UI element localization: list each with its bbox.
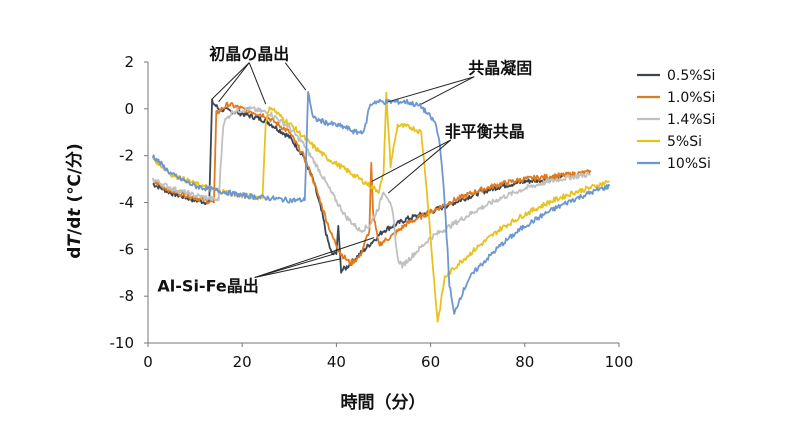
annotation-leader (218, 62, 250, 103)
annotation-label: 非平衡共晶 (445, 122, 525, 141)
annotation-leader (420, 76, 475, 105)
y-axis-title-part: /d (65, 217, 85, 235)
legend-label: 0.5%Si (667, 68, 715, 84)
y-tick-label: 0 (124, 100, 134, 118)
legend-label: 10%Si (667, 156, 711, 172)
y-tick-label: -8 (119, 287, 134, 305)
y-tick-label: -4 (119, 194, 134, 212)
annotation-leader (284, 62, 307, 91)
series-layer (151, 91, 611, 323)
x-tick-label: 0 (143, 353, 153, 371)
annotation-label: 初晶の晶出 (209, 45, 289, 64)
x-tick-label: 60 (421, 353, 440, 371)
annotation-leader (254, 237, 375, 278)
y-tick-label: -2 (119, 147, 134, 165)
x-tick-label: 80 (515, 353, 534, 371)
annotation-leader (387, 139, 452, 194)
series-line (151, 91, 611, 315)
legend: 0.5%Si 1.0%Si 1.4%Si 5%Si 10%Si (637, 68, 715, 172)
annotation-leader (388, 76, 475, 103)
x-axis-title: 時間（分） (341, 392, 426, 413)
annotation-label: 共晶凝固 (468, 59, 532, 78)
y-axis-title-part: d (65, 247, 85, 259)
series-line (152, 101, 592, 267)
x-tick-label: 20 (233, 353, 252, 371)
y-tick-label: -6 (119, 240, 134, 258)
y-axis-title: dT/dt (℃/分) (65, 143, 85, 259)
annotation-label: Al-Si-Fe晶出 (157, 276, 258, 295)
annotation-leader (211, 62, 250, 100)
y-axis-title-part: t (65, 208, 85, 217)
x-tick-label: 40 (327, 353, 346, 371)
y-axis-title-part: T (65, 234, 85, 247)
annotation-leader (254, 258, 342, 278)
y-tick-label: -10 (110, 334, 135, 352)
annotation-leader (371, 139, 451, 182)
x-tick-label: 100 (605, 353, 634, 371)
series-line (151, 105, 591, 269)
y-tick-label: 2 (124, 53, 134, 71)
legend-label: 5%Si (667, 134, 702, 150)
y-axis-title-part: (℃/分) (65, 143, 85, 208)
annotation-leader (248, 62, 267, 105)
legend-label: 1.0%Si (667, 90, 715, 106)
legend-label: 1.4%Si (667, 112, 715, 128)
